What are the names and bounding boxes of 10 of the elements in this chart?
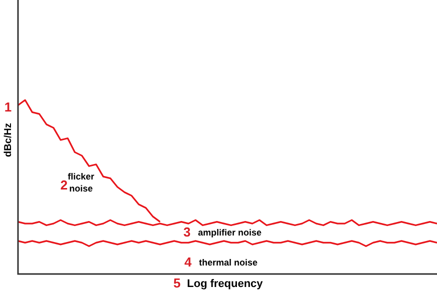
text: 1 xyxy=(4,100,12,115)
annotation: 3 xyxy=(183,224,191,240)
y-axis-title: dBc/Hz xyxy=(2,123,14,157)
annotation: amplifier noise xyxy=(198,227,262,238)
annotation: thermal noise xyxy=(199,257,258,268)
x-axis-title: Log frequency xyxy=(187,278,264,290)
text: 5 xyxy=(173,276,181,291)
annotation: flicker noise xyxy=(68,171,95,194)
annotation: 4 xyxy=(184,254,192,270)
annotation: 2 xyxy=(60,178,68,193)
